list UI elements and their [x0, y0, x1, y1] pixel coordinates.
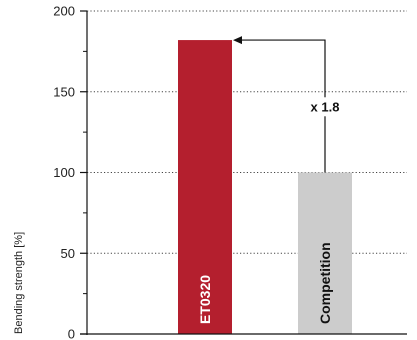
bar-et0320 — [178, 40, 232, 334]
annotation-arrowhead — [233, 36, 242, 45]
bar-label-competition: Competition — [317, 242, 333, 324]
annotation-label: x 1.8 — [311, 99, 340, 114]
bars: ET0320 Competition — [178, 40, 352, 334]
grid-lines — [87, 10, 407, 254]
y-tick-label-50: 50 — [61, 246, 75, 261]
ratio-annotation: x 1.8 — [233, 36, 343, 173]
annotation-bracket — [240, 39, 326, 173]
bar-label-et0320: ET0320 — [197, 275, 213, 324]
y-tick-label-150: 150 — [53, 84, 75, 99]
y-tick-label-100: 100 — [53, 165, 75, 180]
y-tick-label-0: 0 — [68, 327, 75, 340]
y-axis-label: Bending strength [%] — [13, 232, 25, 334]
annotation-label-bg — [307, 97, 343, 117]
bar-competition — [298, 172, 352, 334]
y-tick-label-200: 200 — [53, 4, 75, 19]
y-axis: 0 50 100 150 200 — [53, 4, 407, 340]
